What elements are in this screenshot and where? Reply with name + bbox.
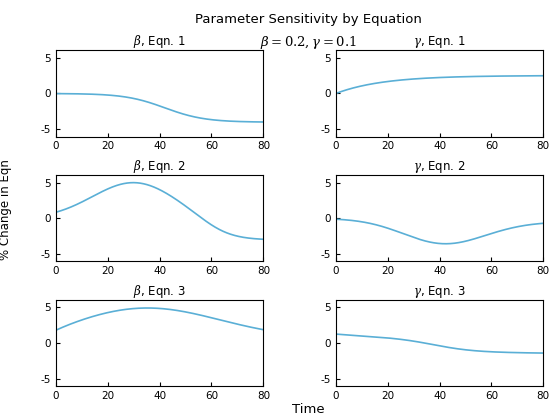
Text: % Change in Eqn: % Change in Eqn: [0, 160, 12, 260]
Text: $\beta = 0.2, \gamma = 0.1$: $\beta = 0.2, \gamma = 0.1$: [260, 34, 356, 50]
Title: $\gamma$, Eqn. 2: $\gamma$, Eqn. 2: [413, 159, 466, 175]
Title: $\beta$, Eqn. 2: $\beta$, Eqn. 2: [133, 158, 186, 175]
Text: Parameter Sensitivity by Equation: Parameter Sensitivity by Equation: [194, 13, 422, 26]
Title: $\beta$, Eqn. 3: $\beta$, Eqn. 3: [133, 283, 186, 300]
Title: $\beta$, Eqn. 1: $\beta$, Eqn. 1: [133, 34, 186, 50]
Title: $\gamma$, Eqn. 3: $\gamma$, Eqn. 3: [413, 284, 466, 300]
Text: Time: Time: [292, 403, 324, 416]
Title: $\gamma$, Eqn. 1: $\gamma$, Eqn. 1: [413, 34, 466, 50]
